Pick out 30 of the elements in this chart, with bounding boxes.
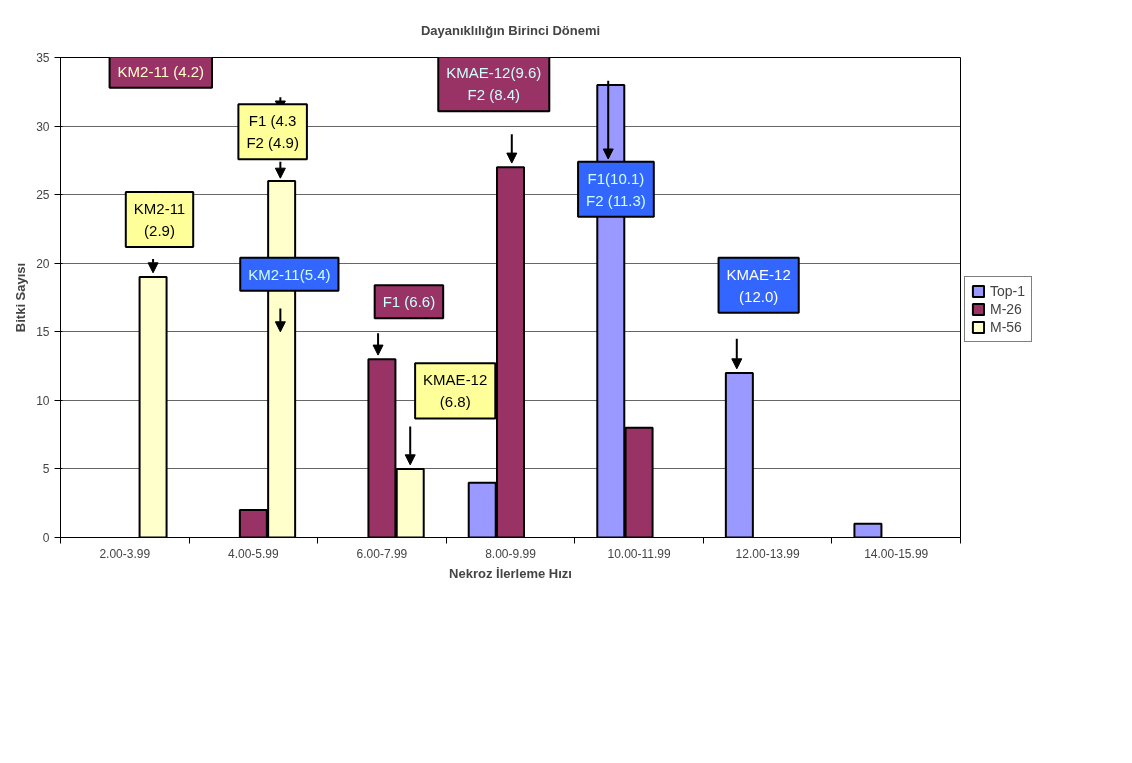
y-tick-label: 30	[36, 119, 50, 134]
y-tick-label: 15	[36, 325, 50, 340]
annotation: KM2-11 (4.2)	[117, 62, 204, 80]
chart-title: Dayanıklılığın Birinci Dönemi	[420, 22, 601, 38]
x-tick-label: 14.00-15.99	[864, 546, 929, 561]
annotation: KMAE-12 (12.0)	[726, 265, 791, 305]
x-tick-label: 6.00-7.99	[356, 546, 408, 561]
legend-label: Top-1	[990, 283, 1026, 299]
legend-label: M-26	[990, 301, 1022, 317]
annotation: KM2-11(5.4)	[248, 265, 331, 283]
annotation: F1 (4.3 F2 (4.9)	[246, 112, 299, 152]
y-tick-label: 10	[36, 393, 50, 408]
x-tick-label: 8.00-9.99	[485, 546, 537, 561]
annotation: KM2-11 (2.9)	[133, 199, 186, 239]
y-tick-label: 20	[36, 256, 50, 271]
y-tick-label: 25	[36, 188, 50, 203]
legend-label: M-56	[990, 319, 1022, 335]
y-tick-label: 0	[42, 531, 50, 545]
y-axis-title: Bitki Sayısı	[13, 262, 29, 333]
annotation: F1 (6.6)	[382, 293, 436, 311]
x-axis-title: Nekroz İlerleme Hızı	[449, 565, 572, 581]
x-tick-label: 10.00-11.99	[607, 546, 671, 561]
y-tick-label: 35	[36, 51, 50, 65]
x-tick-label: 4.00-5.99	[228, 546, 280, 561]
x-tick-label: 2.00-3.99	[99, 546, 151, 561]
y-tick-label: 5	[42, 462, 50, 477]
x-tick-label: 12.00-13.99	[735, 546, 800, 561]
annotation: KMAE-12(9.6) F2 (8.4)	[446, 64, 542, 104]
annotation: F1(10.1) F2 (11.3)	[586, 169, 646, 209]
annotation: KMAE-12 (6.8)	[423, 371, 488, 411]
